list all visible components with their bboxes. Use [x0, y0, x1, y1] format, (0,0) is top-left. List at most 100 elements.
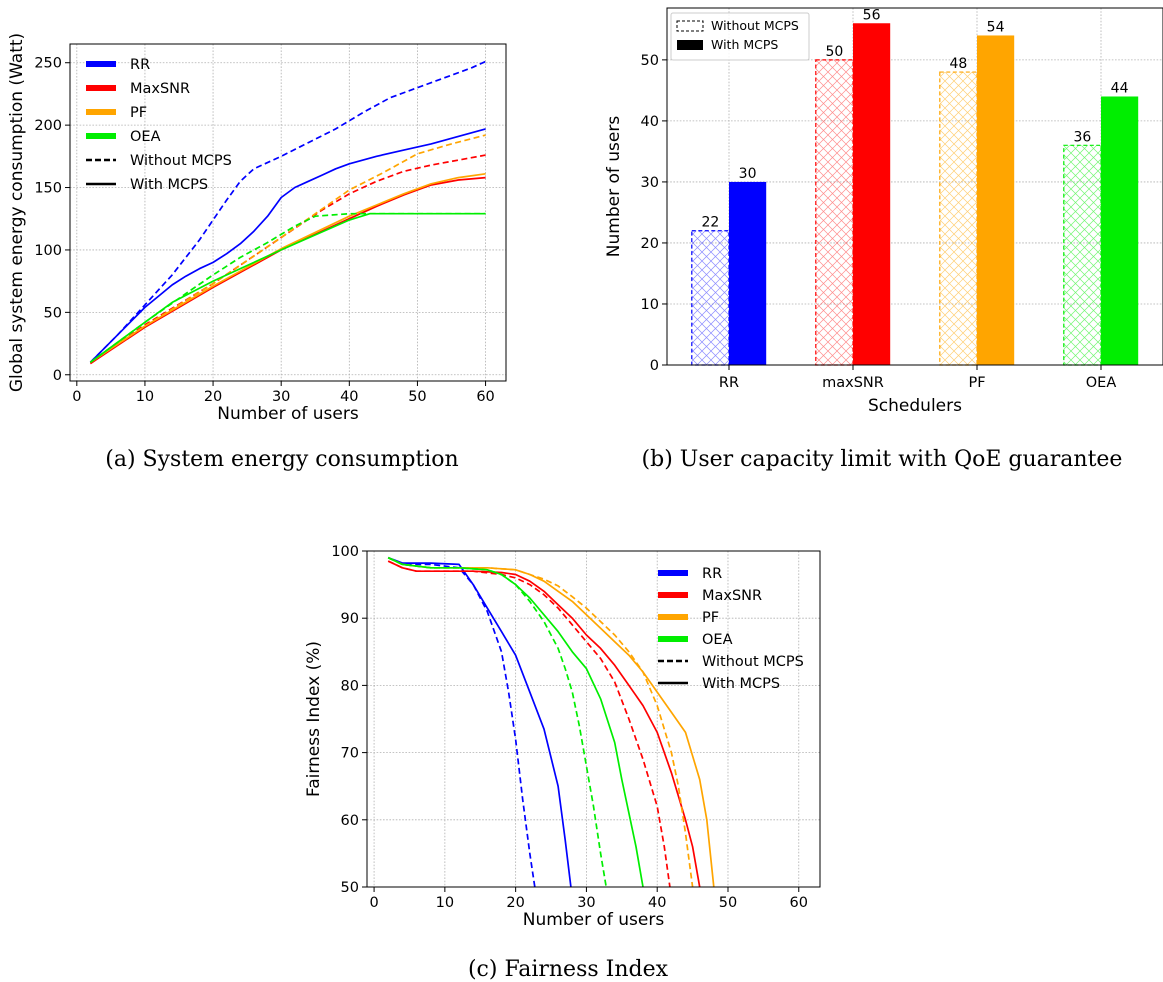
series-line-maxsnr-without-mcps — [387, 560, 671, 887]
y-tick-label: 70 — [341, 746, 359, 762]
legend-label-without-mcps: Without MCPS — [130, 153, 232, 169]
bar-value-oea-with-mcps: 44 — [1111, 80, 1129, 96]
legend-swatch-maxsnr — [86, 85, 116, 91]
chart-a: 0 10 20 30 40 50 60 0 50 100 150 200 250 Number of us… — [7, 33, 507, 424]
y-tick-label: 250 — [34, 56, 62, 72]
legend-label-rr: RR — [702, 566, 722, 582]
x-tick-label: 0 — [72, 389, 81, 405]
legend-label-pf: PF — [130, 105, 147, 121]
y-tick-label: 40 — [641, 114, 659, 130]
bar-rr-with-mcps — [729, 181, 767, 365]
legend-swatch-without-mcps — [676, 20, 704, 32]
plot-frame — [366, 550, 821, 888]
legend-label-without-mcps: Without MCPS — [702, 654, 804, 670]
bar-value-rr-without-mcps: 22 — [701, 215, 719, 231]
series-line-oea-with-mcps — [89, 212, 486, 363]
x-tick-label: 60 — [790, 895, 808, 911]
y-axis-label: Global system energy consumption (Watt) — [7, 33, 27, 392]
bar-value-maxsnr-without-mcps: 50 — [825, 44, 843, 60]
series-line-pf-with-mcps — [89, 172, 486, 364]
legend-swatch-maxsnr — [658, 592, 688, 598]
legend-swatch-pf — [86, 109, 116, 115]
x-tick-label: 50 — [408, 389, 426, 405]
y-tick-label: 60 — [341, 813, 359, 829]
plot-frame — [666, 7, 1163, 366]
caption-c: (c) Fairness Index — [468, 957, 669, 982]
bar-value-pf-without-mcps: 48 — [949, 56, 967, 72]
plot-frame — [69, 43, 507, 382]
series-line-pf-without-mcps — [89, 134, 486, 364]
legend-swatch-oea — [658, 636, 688, 642]
bar-oea-with-mcps — [1101, 96, 1139, 365]
series-line-pf-without-mcps — [387, 556, 694, 887]
y-tick-label: 10 — [641, 297, 659, 313]
y-tick-label: 50 — [341, 880, 359, 896]
series-line-rr-without-mcps — [387, 556, 536, 887]
y-axis-label: Number of users — [604, 116, 624, 258]
x-tick-label: 30 — [272, 389, 290, 405]
series-line-oea-without-mcps — [89, 212, 486, 363]
chart-c: 0 10 20 30 40 50 60 50 60 70 80 90 100 Number of user… — [304, 544, 821, 930]
y-tick-label: 50 — [44, 305, 62, 321]
y-tick-label: 100 — [34, 243, 62, 259]
bar-value-maxsnr-with-mcps: 56 — [863, 7, 881, 23]
caption-b: (b) User capacity limit with QoE guarant… — [642, 447, 1123, 472]
bar-oea-without-mcps — [1063, 144, 1102, 366]
legend-label-rr: RR — [130, 57, 150, 73]
y-tick-label: 150 — [34, 181, 62, 197]
y-tick-label: 0 — [53, 368, 62, 384]
y-tick-label: 200 — [34, 118, 62, 134]
y-tick-label: 50 — [641, 53, 659, 69]
legend-label-with-mcps: With MCPS — [130, 177, 208, 193]
category-label-maxsnr: maxSNR — [822, 375, 884, 391]
category-label-rr: RR — [719, 375, 739, 391]
legend-label-maxsnr: MaxSNR — [130, 81, 190, 97]
bar-value-oea-without-mcps: 36 — [1073, 129, 1091, 145]
legend-label-with-mcps: With MCPS — [702, 676, 780, 692]
series-group — [89, 60, 486, 365]
series-line-rr-without-mcps — [89, 60, 486, 363]
x-tick-label: 30 — [577, 895, 595, 911]
series-line-maxsnr-with-mcps — [387, 560, 701, 887]
series-line-oea-without-mcps — [387, 556, 608, 887]
legend-label-with-mcps: With MCPS — [711, 37, 778, 52]
y-axis-label: Fairness Index (%) — [304, 641, 324, 797]
series-line-maxsnr-with-mcps — [89, 176, 486, 365]
bar-rr-without-mcps — [691, 230, 730, 366]
legend-label-oea: OEA — [130, 129, 161, 145]
category-label-oea: OEA — [1086, 375, 1117, 391]
bar-value-rr-with-mcps: 30 — [739, 166, 757, 182]
x-tick-label: 10 — [136, 389, 154, 405]
y-tick-label: 30 — [641, 175, 659, 191]
legend-label-oea: OEA — [702, 632, 733, 648]
x-tick-label: 0 — [369, 895, 378, 911]
legend-swatch-pf — [658, 614, 688, 620]
x-axis-label: Number of users — [523, 910, 665, 930]
x-tick-label: 50 — [719, 895, 737, 911]
legend: Without MCPS With MCPS — [670, 12, 810, 61]
y-tick-label: 80 — [341, 678, 359, 694]
bar-pf-with-mcps — [977, 35, 1015, 365]
legend-swatch-with-mcps — [677, 40, 703, 50]
legend-label-pf: PF — [702, 610, 719, 626]
x-tick-label: 40 — [340, 389, 358, 405]
y-tick-label: 0 — [650, 358, 659, 374]
legend-swatch-rr — [658, 570, 688, 576]
series-group — [387, 556, 715, 887]
bar-maxsnr-with-mcps — [853, 23, 891, 366]
caption-a: (a) System energy consumption — [105, 447, 458, 472]
bar-value-pf-with-mcps: 54 — [987, 19, 1005, 35]
legend-swatch-rr — [86, 61, 116, 67]
legend-label-without-mcps: Without MCPS — [711, 18, 799, 33]
series-line-rr-with-mcps — [89, 128, 486, 363]
x-tick-label: 20 — [204, 389, 222, 405]
legend-box — [670, 12, 810, 61]
series-line-oea-with-mcps — [387, 556, 644, 887]
bar-pf-without-mcps — [939, 71, 978, 366]
bar-maxsnr-without-mcps — [815, 59, 854, 366]
x-tick-label: 10 — [436, 895, 454, 911]
y-tick-label: 20 — [641, 236, 659, 252]
legend: RR MaxSNR PF OEA Without MCPS With MCPS — [658, 566, 804, 692]
legend: RR MaxSNR PF OEA Without MCPS With MCPS — [86, 57, 232, 193]
